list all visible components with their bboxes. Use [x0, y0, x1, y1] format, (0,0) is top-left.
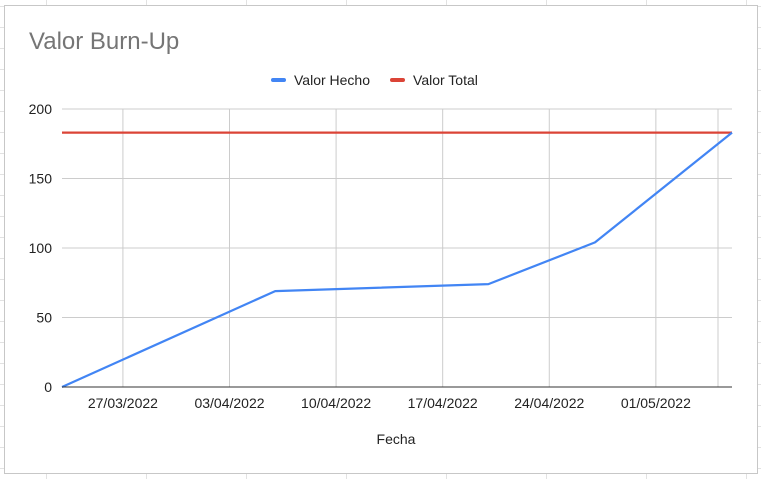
axes: 0 50 100 150 200 27/03/2022 03/04/2022 10/04/20… [29, 101, 732, 411]
grid-lines [62, 108, 732, 387]
x-tick-label: 10/04/2022 [301, 395, 371, 411]
chart-title: Valor Burn-Up [29, 28, 180, 55]
x-tick-label: 24/04/2022 [514, 395, 584, 411]
legend-label-valor-hecho: Valor Hecho [294, 72, 371, 88]
chart-card[interactable]: Valor Burn-Up Valor Hecho Valor Total [4, 5, 758, 474]
y-tick-label: 200 [29, 101, 53, 117]
y-tick-label: 0 [44, 379, 52, 395]
legend-swatch-valor-total [390, 78, 406, 82]
legend-item-valor-hecho[interactable]: Valor Hecho [271, 72, 370, 88]
y-tick-label: 100 [29, 240, 53, 256]
series-line-valor-hecho [61, 131, 733, 389]
x-tick-label: 17/04/2022 [408, 395, 478, 411]
legend-swatch-valor-hecho [271, 78, 286, 82]
x-axis-title: Fecha [377, 431, 416, 447]
chart-legend: Valor Hecho Valor Total [271, 70, 498, 90]
legend-label-valor-total: Valor Total [413, 72, 478, 88]
x-tick-label: 01/05/2022 [621, 395, 691, 411]
series-lines [61, 131, 733, 389]
y-tick-label: 50 [36, 310, 52, 326]
x-tick-label: 03/04/2022 [194, 395, 264, 411]
legend-item-valor-total[interactable]: Valor Total [390, 72, 478, 88]
x-tick-label: 27/03/2022 [88, 395, 158, 411]
y-tick-label: 150 [29, 171, 53, 187]
